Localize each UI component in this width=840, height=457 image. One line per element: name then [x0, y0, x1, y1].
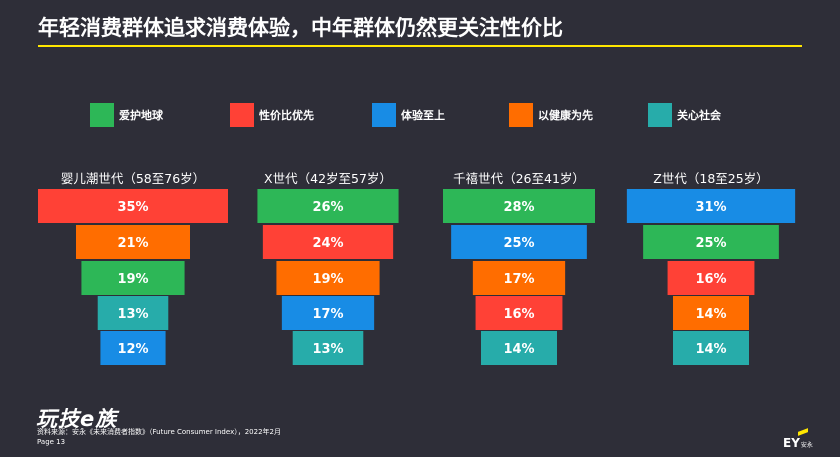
funnel-title: 婴儿潮世代（58至76岁） — [61, 171, 205, 186]
title-underline — [38, 45, 802, 47]
funnel-bar — [475, 296, 563, 330]
funnel-bar — [673, 331, 749, 365]
legend-label: 以健康为先 — [538, 109, 593, 122]
page-title: 年轻消费群体追求消费体验，中年群体仍然更关注性价比 — [38, 16, 563, 40]
funnel-bar — [451, 225, 587, 259]
ey-logo-cn: 安永 — [800, 442, 813, 449]
funnel-bar — [472, 261, 566, 295]
legend-label: 爱护地球 — [119, 109, 163, 122]
funnel-bar — [76, 225, 190, 259]
legend-label: 性价比优先 — [259, 109, 314, 122]
ey-logo: EY安永 — [783, 436, 813, 450]
legend-swatch — [230, 103, 254, 127]
ey-logo-text: EY — [783, 436, 800, 450]
funnel-bar-label: 13% — [312, 342, 343, 357]
legend-item: 关心社会 — [648, 103, 721, 127]
funnel-bar — [673, 296, 749, 330]
legend-label: 关心社会 — [677, 109, 721, 122]
funnel-bar-label: 17% — [312, 307, 343, 322]
funnel-bar-label: 26% — [312, 200, 343, 215]
funnel-bar-label: 12% — [117, 342, 148, 357]
funnel-title: X世代（42岁至57岁） — [264, 171, 392, 186]
funnel-bar-label: 21% — [117, 236, 148, 251]
brand-logo: 玩技e族 — [36, 407, 118, 431]
funnel-bar — [281, 296, 375, 330]
funnel-title: Z世代（18至25岁） — [653, 171, 768, 186]
funnel-bar-label: 13% — [117, 307, 148, 322]
legend-swatch — [90, 103, 114, 127]
legend-swatch — [648, 103, 672, 127]
funnel-bar-label: 14% — [503, 342, 534, 357]
funnel-bar — [38, 189, 228, 223]
funnel-bar — [667, 261, 755, 295]
funnel-bar-label: 24% — [312, 236, 343, 251]
funnel-bar-label: 25% — [695, 236, 726, 251]
funnel-bar-label: 14% — [695, 307, 726, 322]
source-note: 资料来源：安永《未来消费者指数》（Future Consumer Index），… — [37, 428, 281, 436]
funnel-bar — [443, 189, 595, 223]
page-number: Page 13 — [37, 438, 66, 446]
funnel-bar — [100, 331, 166, 365]
legend-item: 性价比优先 — [230, 103, 314, 127]
funnel-bar-label: 25% — [503, 236, 534, 251]
funnel-bar — [97, 296, 169, 330]
legend-item: 以健康为先 — [509, 103, 593, 127]
funnel-bar-label: 31% — [695, 200, 726, 215]
funnel-title: 千禧世代（26至41岁） — [453, 171, 585, 186]
funnel-bar — [481, 331, 557, 365]
funnel-bar-label: 16% — [695, 272, 726, 287]
funnel-bar-label: 14% — [695, 342, 726, 357]
funnel-bar-label: 28% — [503, 200, 534, 215]
funnel-bar — [262, 225, 394, 259]
funnel-bar — [643, 225, 779, 259]
legend-item: 体验至上 — [372, 103, 445, 127]
funnel-bar — [276, 261, 380, 295]
legend-label: 体验至上 — [401, 109, 445, 122]
funnel-bar — [626, 189, 796, 223]
legend-swatch — [372, 103, 396, 127]
funnel-bar — [292, 331, 364, 365]
funnel-bar — [257, 189, 399, 223]
legend-swatch — [509, 103, 533, 127]
legend-item: 爱护地球 — [90, 103, 163, 127]
funnel-bar-label: 19% — [312, 272, 343, 287]
funnel-bar — [81, 261, 185, 295]
funnel-bar-label: 17% — [503, 272, 534, 287]
funnel-bar-label: 35% — [117, 200, 148, 215]
funnel-bar-label: 16% — [503, 307, 534, 322]
funnel-bar-label: 19% — [117, 272, 148, 287]
